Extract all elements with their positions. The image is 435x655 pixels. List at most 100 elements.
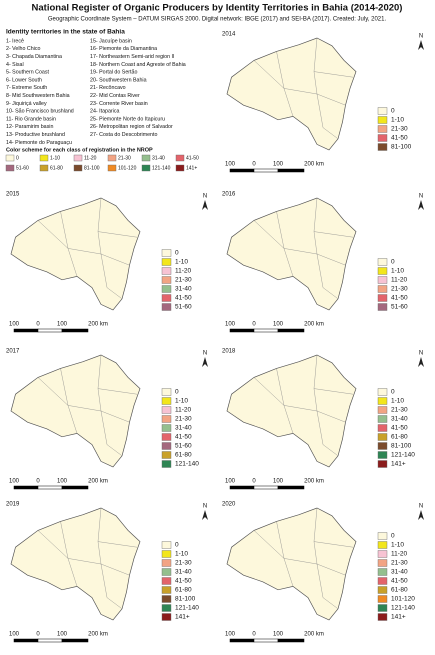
territory-border — [37, 220, 130, 266]
legend-label: 61-80 — [391, 434, 408, 441]
legend-swatch — [377, 460, 388, 468]
legend-label: 11-20 — [175, 407, 192, 414]
legend-label: 121-140 — [391, 452, 415, 459]
territory-border — [253, 60, 346, 106]
legend-label: 41-50 — [391, 135, 408, 142]
territory-item: 20- Southwestern Bahia — [90, 77, 147, 83]
legend-swatch — [377, 388, 388, 396]
territory-item: 17- Northeastern Semi-arid region II — [90, 54, 175, 60]
territory-border — [97, 197, 123, 299]
legend-label: 121-140 — [391, 605, 415, 612]
scale-bar — [253, 485, 279, 490]
state-outline — [226, 354, 357, 468]
territory-item: 10- São Francisco brushland — [6, 109, 74, 115]
legend-swatch — [161, 577, 172, 585]
subtitle: Geographic Coordinate System – DATUM SIR… — [48, 17, 387, 23]
legend-swatch — [377, 116, 388, 124]
legend-label: 21-30 — [391, 286, 408, 293]
scale-label: 0 — [252, 479, 256, 485]
legend-swatch — [161, 604, 172, 612]
legend-swatch — [377, 107, 388, 115]
legend-label: 41-50 — [175, 434, 192, 441]
map-year: 2015 — [6, 192, 20, 198]
legend-label: 31-40 — [175, 569, 192, 576]
map-year: 2020 — [222, 502, 236, 508]
territory-border — [313, 507, 339, 609]
legend-label: 141+ — [175, 614, 190, 621]
map-year: 2017 — [6, 349, 20, 355]
scale-label: 200 km — [88, 479, 108, 485]
territory-item: 18- Northern Coast and Agreste of Bahia — [90, 62, 186, 68]
north-arrow — [202, 510, 208, 520]
legend-swatch — [161, 460, 172, 468]
legend-swatch — [161, 415, 172, 423]
legend-swatch — [161, 595, 172, 603]
territory-border — [97, 231, 138, 238]
legend-swatch — [161, 258, 172, 266]
north-arrow — [418, 510, 424, 520]
scale-label: 100 — [225, 479, 236, 485]
legend-swatch — [161, 249, 172, 257]
legend-swatch — [377, 586, 388, 594]
scale-bar — [61, 485, 89, 490]
scheme-label: 21-30 — [118, 155, 131, 161]
legend-swatch — [161, 388, 172, 396]
territory-border — [313, 541, 354, 548]
color-scheme-heading: Color scheme for each class of registrat… — [6, 147, 153, 153]
territory-item: 11- Rio Grande basin — [6, 116, 56, 122]
legend-swatch — [161, 276, 172, 284]
scheme-swatch — [39, 164, 49, 172]
legend-label: 31-40 — [175, 286, 192, 293]
legend-label: 11-20 — [391, 277, 408, 284]
scale-label: 0 — [36, 479, 40, 485]
legend-label: 1-10 — [391, 117, 404, 124]
legend-label: 141+ — [391, 614, 406, 621]
scale-bar — [277, 638, 305, 643]
scale-label: 100 — [273, 162, 284, 168]
scale-bar — [229, 485, 255, 490]
territory-border — [253, 220, 346, 266]
legend-swatch — [161, 294, 172, 302]
territory-border — [313, 37, 339, 139]
territory-border — [313, 71, 354, 78]
legend-label: 81-100 — [391, 144, 412, 151]
state-outline — [226, 37, 357, 151]
state-outline — [226, 507, 357, 621]
legend-swatch — [161, 397, 172, 405]
territory-border — [313, 197, 339, 299]
scale-label: 200 km — [88, 632, 108, 638]
scale-bar — [277, 168, 305, 173]
legend-swatch — [377, 276, 388, 284]
north-label: N — [419, 504, 423, 510]
legend-swatch — [161, 613, 172, 621]
legend-swatch — [161, 285, 172, 293]
north-arrow — [202, 200, 208, 210]
legend-swatch — [161, 303, 172, 311]
scale-label: 200 km — [304, 479, 324, 485]
north-label: N — [203, 194, 207, 200]
north-label: N — [419, 34, 423, 40]
scheme-label: 101-120 — [118, 165, 137, 171]
map-year: 2016 — [222, 192, 236, 198]
north-arrow — [418, 357, 424, 367]
scale-label: 200 km — [88, 322, 108, 328]
scale-label: 0 — [36, 322, 40, 328]
legend-swatch — [161, 550, 172, 558]
legend-label: 31-40 — [391, 569, 408, 576]
territory-item: 14- Piemonte do Paraguaçu — [6, 140, 72, 146]
legend-swatch — [377, 134, 388, 142]
territory-item: 12- Paramirim basin — [6, 124, 53, 130]
state-outline — [10, 354, 141, 468]
legend-swatch — [377, 397, 388, 405]
legend-label: 41-50 — [391, 295, 408, 302]
scale-bar — [13, 638, 39, 643]
scale-label: 100 — [57, 632, 68, 638]
legend-label: 11-20 — [175, 268, 192, 275]
scale-label: 0 — [36, 632, 40, 638]
legend-label: 1-10 — [175, 551, 188, 558]
territory-item: 3- Chapada Diamantina — [6, 54, 62, 60]
legend-label: 21-30 — [391, 407, 408, 414]
scale-bar — [37, 485, 63, 490]
scale-label: 100 — [9, 322, 20, 328]
legend-label: 61-80 — [175, 587, 192, 594]
